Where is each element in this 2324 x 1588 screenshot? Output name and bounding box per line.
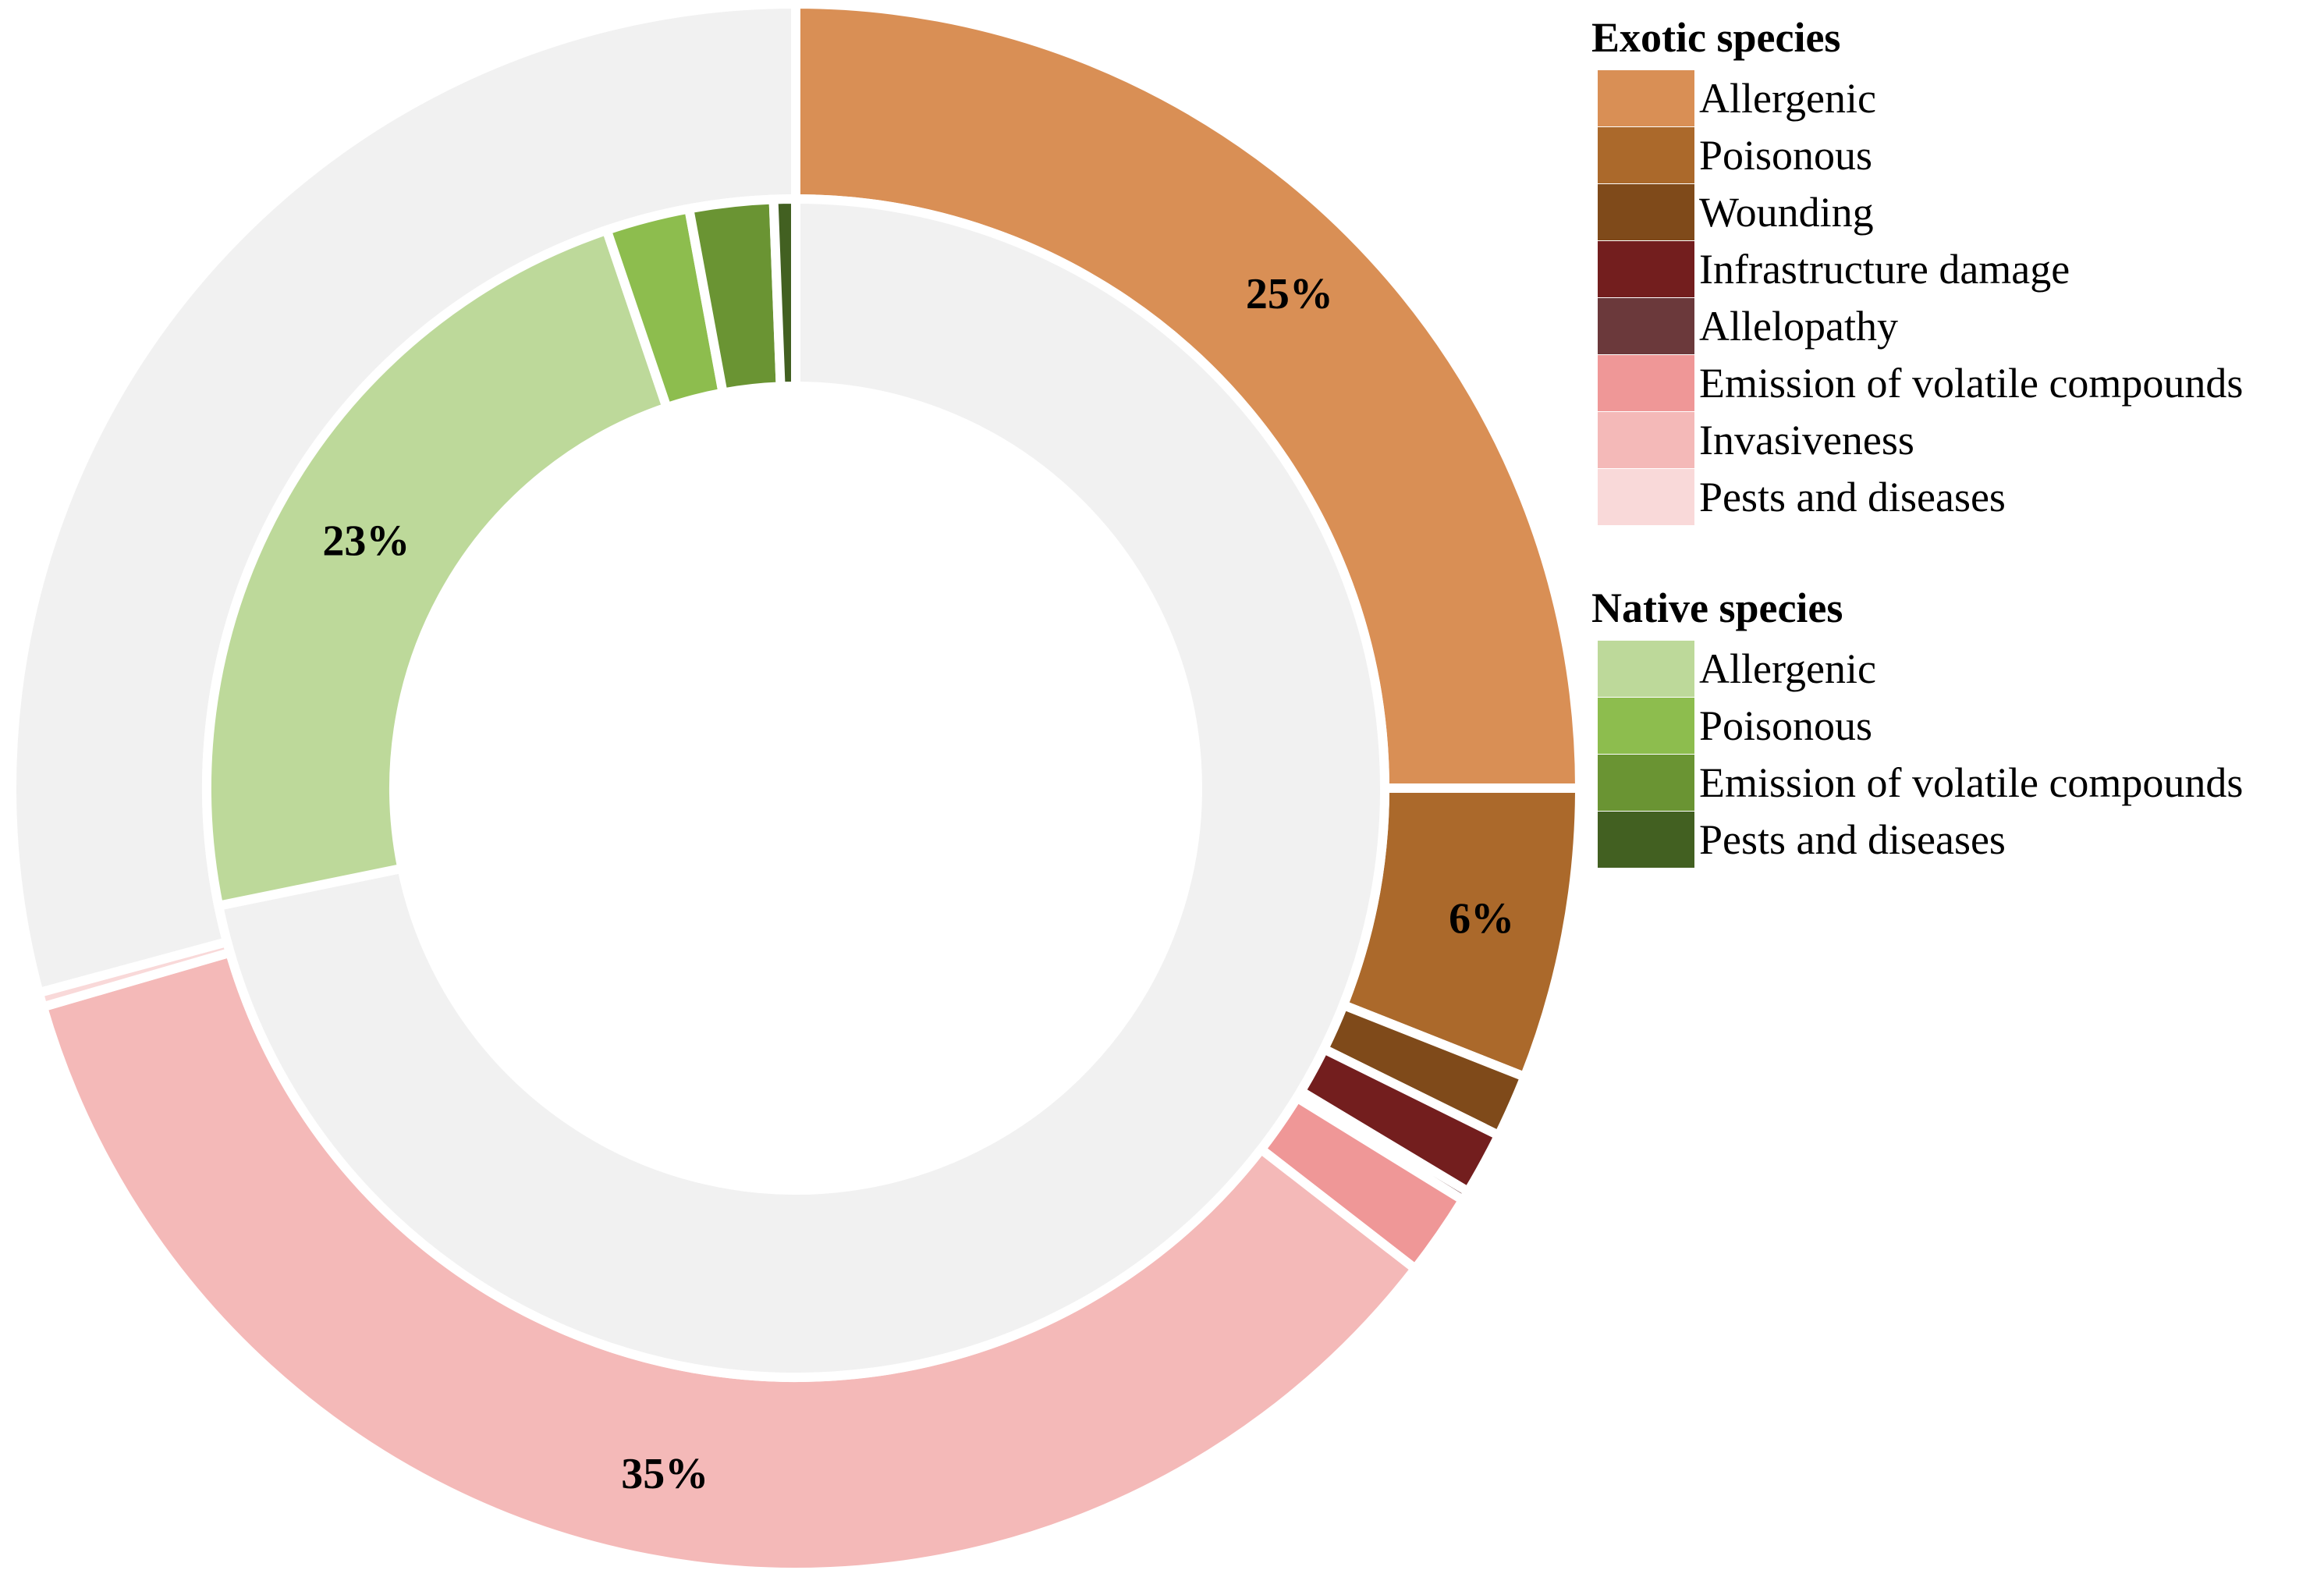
legend-label-native-species-emission-of-volatile-compounds: Emission of volatile compounds (1699, 759, 2243, 806)
legend-swatch-exotic-species-infrastructure-damage (1598, 241, 1694, 297)
legend-swatch-native-species-poisonous (1598, 698, 1694, 754)
native-data-label-allergenic: 23% (322, 517, 410, 566)
legend-label-native-species-pests-and-diseases: Pests and diseases (1699, 816, 2006, 863)
legend-swatch-native-species-pests-and-diseases (1598, 812, 1694, 868)
slice-labels: 25% 6% 35% 23% (322, 270, 1514, 1498)
legend-swatch-exotic-species-allergenic (1598, 70, 1694, 126)
legend-label-exotic-species-pests-and-diseases: Pests and diseases (1699, 474, 2006, 520)
legend: Exotic species Allergenic Poisonous Woundin… (1591, 14, 2243, 868)
legend-label-exotic-species-infrastructure-damage: Infrastructure damage (1699, 246, 2070, 293)
native-slice-no-effect (213, 194, 1389, 1382)
legend-label-exotic-species-poisonous: Poisonous (1699, 132, 1872, 179)
legend-label-exotic-species-invasiveness: Invasiveness (1699, 417, 1914, 464)
legend-label-exotic-species-allelopathy: Allelopathy (1699, 303, 1898, 350)
legend-label-exotic-species-wounding: Wounding (1699, 189, 1874, 236)
legend-swatch-exotic-species-pests-and-diseases (1598, 469, 1694, 525)
inner-ring-native (202, 194, 1389, 1382)
exotic-data-label-poisonous: 6% (1449, 895, 1514, 943)
legend-title-exotic-species: Exotic species (1591, 14, 1840, 61)
exotic-data-label-invasiveness: 35% (621, 1450, 708, 1498)
legend-title-native-species: Native species (1591, 584, 1843, 631)
legend-swatch-exotic-species-allelopathy (1598, 298, 1694, 354)
legend-swatch-exotic-species-poisonous (1598, 127, 1694, 183)
legend-swatch-exotic-species-invasiveness (1598, 412, 1694, 468)
legend-swatch-native-species-emission-of-volatile-compounds (1598, 755, 1694, 811)
exotic-data-label-allergenic: 25% (1246, 270, 1333, 318)
legend-swatch-exotic-species-emission-of-volatile-compounds (1598, 355, 1694, 411)
legend-label-native-species-allergenic: Allergenic (1699, 645, 1876, 692)
legend-label-native-species-poisonous: Poisonous (1699, 702, 1872, 749)
legend-label-exotic-species-emission-of-volatile-compounds: Emission of volatile compounds (1699, 360, 2243, 407)
legend-label-exotic-species-allergenic: Allergenic (1699, 75, 1876, 122)
native-slice-allergenic (202, 224, 673, 911)
native-slice-pests-and-diseases (768, 194, 800, 392)
legend-swatch-exotic-species-wounding (1598, 184, 1694, 240)
legend-swatch-native-species-allergenic (1598, 641, 1694, 697)
